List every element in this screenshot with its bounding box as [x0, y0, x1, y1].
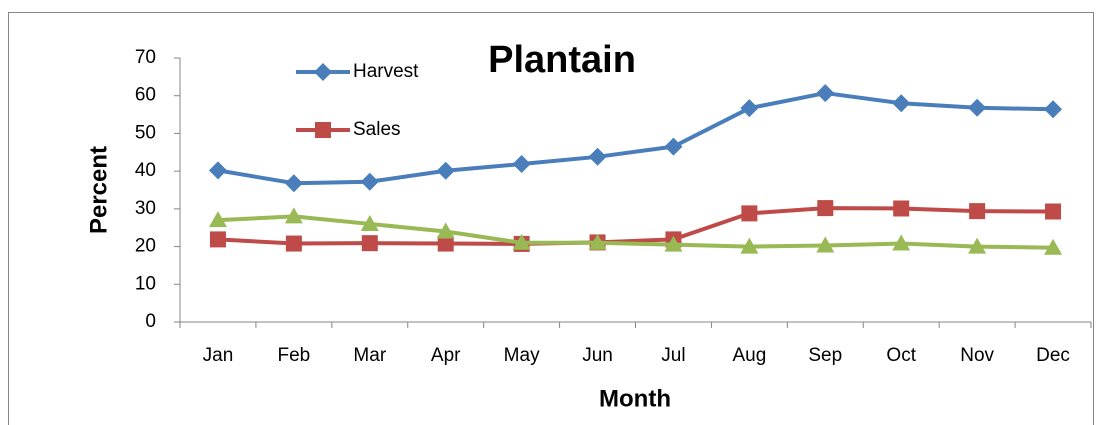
marker: [816, 84, 835, 103]
marker: [437, 235, 454, 252]
marker: [208, 161, 227, 180]
x-tick-label: Nov: [960, 345, 994, 366]
series-line: [217, 206, 1054, 246]
y-tick-label: 60: [135, 85, 156, 106]
x-tick-label: Sep: [808, 345, 842, 366]
marker: [360, 214, 379, 231]
marker: [817, 200, 834, 217]
y-tick-label: 70: [135, 47, 156, 68]
marker: [588, 233, 607, 250]
marker: [664, 137, 683, 156]
chart-title: Plantain: [488, 39, 636, 81]
marker: [968, 98, 987, 117]
x-tick-label: Apr: [431, 345, 461, 366]
marker: [892, 234, 911, 251]
x-tick-label: Jun: [582, 345, 613, 366]
x-axis-label: Month: [599, 385, 671, 412]
legend-label: Sales: [353, 119, 401, 140]
x-tick-label: Jul: [661, 345, 685, 366]
marker: [740, 99, 759, 118]
marker: [208, 211, 227, 228]
y-tick-label: 50: [135, 122, 156, 143]
x-tick-label: Dec: [1036, 345, 1070, 366]
marker: [284, 207, 303, 224]
marker: [285, 235, 302, 252]
y-tick-label: 0: [145, 311, 156, 332]
marker: [968, 237, 987, 254]
y-tick-label: 40: [135, 160, 156, 181]
marker: [314, 63, 332, 81]
x-tick-label: Feb: [278, 345, 311, 366]
marker: [664, 235, 683, 252]
y-tick-label: 10: [135, 273, 156, 294]
x-tick-label: Mar: [353, 345, 386, 366]
marker: [315, 122, 331, 138]
marker: [512, 233, 531, 250]
marker: [360, 172, 379, 191]
marker: [284, 174, 303, 193]
marker: [1045, 203, 1062, 220]
x-tick-label: Jan: [203, 345, 234, 366]
marker: [512, 154, 531, 173]
y-tick-label: 20: [135, 236, 156, 257]
marker: [741, 205, 758, 222]
marker: [816, 236, 835, 253]
marker: [1044, 238, 1063, 255]
marker: [361, 235, 378, 252]
y-tick-label: 30: [135, 198, 156, 219]
marker: [588, 147, 607, 166]
x-tick-label: Oct: [886, 345, 916, 366]
series-line: [217, 214, 1054, 250]
marker: [893, 200, 910, 217]
series-line: [217, 91, 1054, 186]
marker: [436, 222, 455, 239]
marker: [209, 231, 226, 248]
x-tick-label: May: [504, 345, 540, 366]
chart-border: [8, 12, 1094, 425]
marker: [740, 237, 759, 254]
legend-label: Harvest: [353, 61, 419, 82]
marker: [436, 161, 455, 180]
marker: [969, 203, 986, 220]
marker: [892, 94, 911, 113]
marker: [1044, 100, 1063, 119]
x-tick-label: Aug: [732, 345, 766, 366]
y-axis-label: Percent: [85, 146, 112, 234]
